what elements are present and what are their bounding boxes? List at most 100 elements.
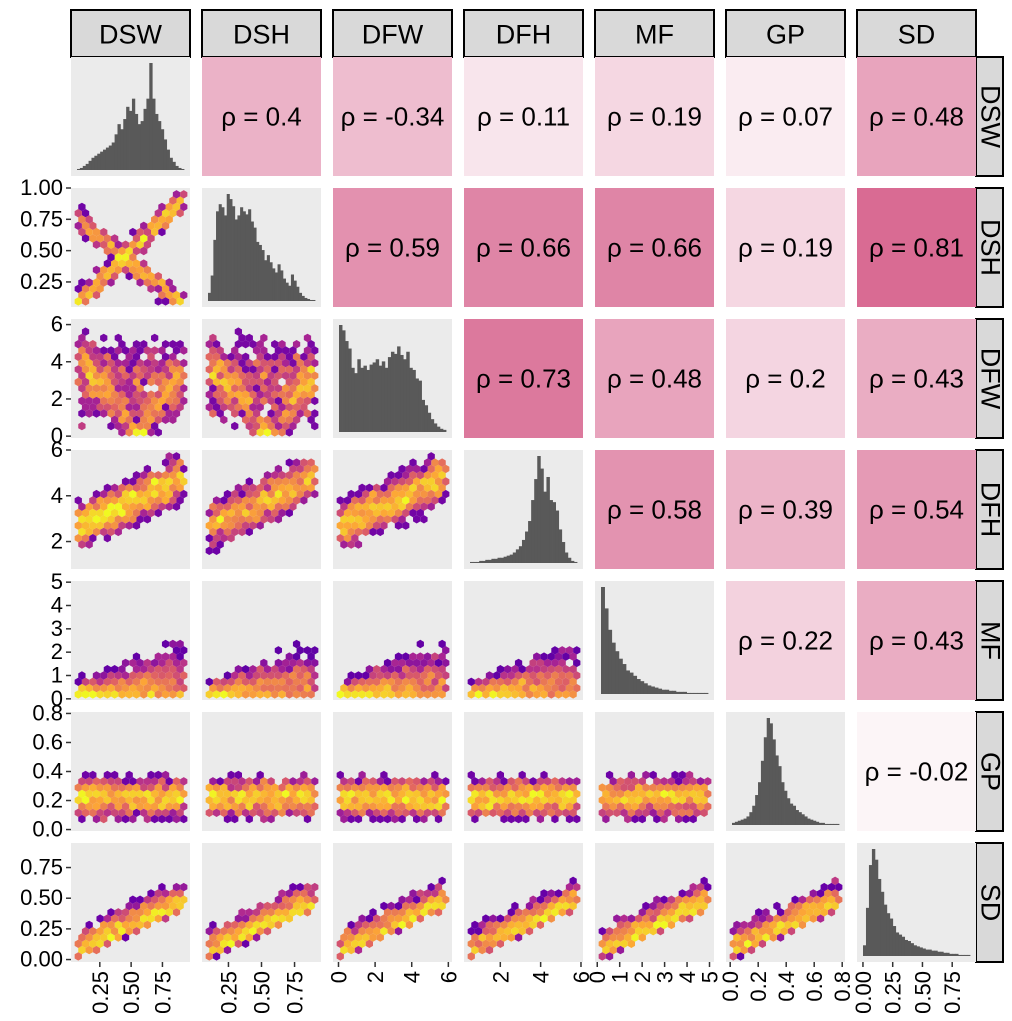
hexbin-cell [376,489,384,499]
hexbin-cell [100,278,108,287]
hexbin-cell [431,496,439,505]
hexbin-cell [700,889,708,898]
hexbin-cell [132,927,141,936]
hexbin-cell [493,920,501,930]
hexbin-cell [107,683,115,693]
hexbin-cell [209,777,217,786]
hexbin-cell [114,371,122,380]
hexbin-cell [132,496,141,505]
hexbin-cell [140,272,148,281]
histogram-bar [181,168,185,170]
hexbin-cell [278,403,286,412]
hexbin-cell [263,365,272,374]
hexbin-cell [81,340,90,349]
hexbin-cell [536,814,545,824]
histogram-bar [512,552,517,563]
hexbin-cell [376,527,384,537]
hexbin-cell [81,796,90,805]
hexbin-cell [180,683,188,693]
histogram-bar [967,954,971,956]
histogram-bar [964,954,968,956]
hexbin-cell [431,458,439,467]
hexbin-cell [696,802,705,811]
hexbin-cell [383,489,392,499]
hexbin-cell [263,927,272,936]
histogram-bar [79,167,84,170]
hexbin-cell [100,240,108,249]
hexbin-cell [234,390,243,399]
hexbin-cell [413,502,421,511]
x-tick-label: 0.00 [851,971,876,1014]
hexbin-cell [176,808,184,817]
hexbin-cell [147,796,155,805]
hexbin-cell [544,777,552,786]
hexbin-cell [496,690,505,699]
hexbin-cell [685,796,694,805]
hexbin-cell [223,515,232,524]
hexbin-cell [307,365,315,374]
hexbin-cell [358,808,366,817]
hexbin-cell [78,396,86,406]
y-tick-label: 0.2 [32,788,63,813]
hexbin-cell [154,390,162,399]
hexbin-cell [565,646,574,655]
hexbin-cell [442,671,450,680]
hexbin-cell [514,933,523,942]
hexbin-cell [525,665,534,674]
hexbin-cell [664,808,672,817]
hexbin-cell [172,908,181,917]
hexbin-cell [365,939,374,948]
hexbin-cell [620,939,628,948]
hexbin-cell [242,927,250,936]
hexbin-cell [569,652,577,661]
histogram-bar [755,795,759,825]
histogram-bar [234,219,238,301]
hexbin-cell [245,477,253,486]
hexbin-cell [292,639,301,649]
hexbin-cell [278,483,286,492]
hexbin-cell [92,290,101,300]
hexbin-cell [507,920,515,930]
histogram-bar [883,904,888,956]
hexbin-cell [103,914,112,923]
histogram-bar [163,139,168,170]
hexbin-cell [402,914,410,923]
hexbin-cell [85,396,93,406]
hexbin-cell [176,665,184,674]
hexbin-cell [311,384,319,393]
hexbin-cell [569,901,577,911]
hexbin-cell [103,808,112,817]
histogram-bar [807,818,811,825]
hexbin-cell [81,390,90,399]
hexbin-cell [216,527,224,537]
hexbin-cell [678,901,686,911]
hexbin-cell [504,783,512,792]
hexbin-cell [413,683,421,693]
hexbin-cell [92,240,101,249]
hexbin-cell [616,777,625,786]
hexbin-cell [365,796,374,805]
hexbin-cell [376,515,384,524]
hexbin-cell [278,340,286,349]
hexbin-cell [289,371,297,380]
hexbin-cell [216,945,224,955]
hexbin-cell [274,358,283,368]
hexbin-cell [358,770,366,780]
histogram-bar [772,739,776,825]
hexbin-cell [227,403,235,412]
hexbin-cell [165,802,173,811]
correlation-tile [464,188,583,307]
histogram-bar [488,559,492,563]
hexbin-cell [354,502,363,511]
hexbin-cell [180,658,188,668]
hexbin-cell [161,889,170,898]
histogram-bar [208,292,212,301]
hexbin-cell [107,789,115,799]
hexbin-cell [300,496,308,505]
y-tick-label: 0.8 [32,700,63,725]
hexbin-cell [667,777,676,786]
hexbin-cell [143,346,152,355]
hexbin-cell [358,496,366,505]
y-tick-label: 6 [51,437,63,462]
hexbin-cell [169,690,177,699]
